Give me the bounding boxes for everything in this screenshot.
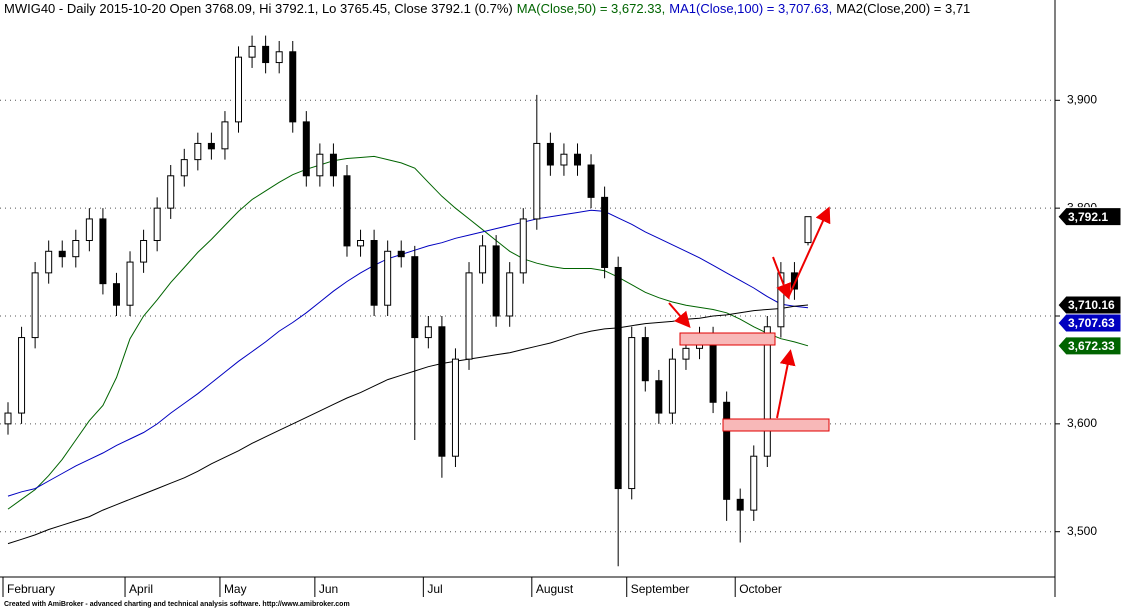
candle-body: [235, 56, 243, 123]
y-tick-label: 3,600: [1067, 416, 1097, 430]
candle-body: [58, 250, 66, 258]
chart-title: MWIG40 - Daily 2015-10-20 Open 3768.09, …: [4, 1, 970, 16]
candle-body: [167, 175, 175, 209]
x-tick-label: October: [739, 582, 782, 596]
price-tag-label: 3,707.63: [1068, 316, 1115, 330]
x-tick-label: Jun: [319, 582, 338, 596]
candle-body: [397, 250, 405, 258]
candle-body: [316, 153, 324, 177]
candle-body: [506, 272, 514, 317]
candle-body: [112, 283, 120, 306]
candle-body: [573, 153, 581, 166]
candle-body: [614, 266, 622, 490]
support-box: [722, 418, 830, 432]
candle-body: [18, 337, 26, 414]
title-part: MA1(Close,100) = 3,707.63,: [669, 1, 832, 16]
candle-body: [750, 455, 758, 511]
candle-body: [790, 272, 798, 290]
moving-average-line: [7, 209, 809, 497]
price-tag-label: 3,710.16: [1068, 298, 1115, 312]
candle-body: [424, 326, 432, 339]
title-part: MA2(Close,200) = 3,71: [836, 1, 970, 16]
candle-body: [140, 240, 148, 263]
candle-body: [682, 347, 690, 360]
candle-body: [492, 245, 500, 317]
candle-body: [180, 159, 188, 177]
title-part: MA(Close,50) = 3,672.33,: [517, 1, 666, 16]
candle-body: [262, 45, 270, 64]
x-tick-label: April: [129, 582, 153, 596]
candle-body: [329, 153, 337, 177]
arrow: [787, 206, 831, 299]
candle-body: [533, 142, 541, 220]
title-part: MWIG40 - Daily 2015-10-20 Open 3768.09, …: [4, 1, 513, 16]
candle-body: [4, 412, 12, 425]
candle-body: [628, 337, 636, 490]
moving-average-line: [7, 155, 809, 510]
price-tag: [1057, 313, 1122, 333]
candle-body: [31, 272, 39, 339]
candle-body: [465, 272, 473, 360]
candle-body: [587, 164, 595, 198]
price-tag-label: 3,792.1: [1068, 210, 1108, 224]
candle-body: [72, 240, 80, 258]
candle-body: [384, 250, 392, 306]
candle-body: [289, 51, 297, 123]
candle-body: [221, 121, 229, 150]
candle-body: [153, 207, 161, 242]
candle-body: [668, 358, 676, 414]
arrow: [776, 349, 796, 419]
candle-body: [777, 272, 785, 328]
y-tick-label: 3,500: [1067, 524, 1097, 538]
candle-body: [451, 358, 459, 457]
annotations: [668, 206, 831, 432]
candle-body: [207, 142, 215, 150]
candle-body: [438, 326, 446, 457]
x-tick-label: February: [7, 582, 55, 596]
footer: Created with AmiBroker - advanced charti…: [4, 601, 350, 608]
candle-body: [45, 250, 53, 274]
grid: [0, 99, 1055, 533]
candle-body: [601, 196, 609, 268]
x-tick-label: August: [536, 582, 574, 596]
candle-body: [723, 401, 731, 500]
candle-body: [655, 380, 663, 414]
price-tags: 3,792.1 3,710.16 3,707.63 3,672.33: [1057, 207, 1122, 356]
candles: [4, 35, 812, 567]
candle-body: [357, 240, 365, 247]
candle-body: [248, 45, 256, 58]
candle-body: [519, 218, 527, 274]
x-tick-label: May: [224, 582, 247, 596]
candle-body: [479, 245, 487, 274]
resistance-box: [679, 332, 776, 346]
candle-body: [411, 256, 419, 339]
arrow: [668, 302, 691, 329]
candle-body: [763, 326, 771, 457]
price-tag: [1057, 295, 1122, 315]
x-tick-label: Jul: [427, 582, 442, 596]
candle-body: [560, 153, 568, 166]
candle-body: [736, 498, 744, 511]
candle-body: [85, 218, 93, 242]
candle-body: [370, 240, 378, 306]
candle-body: [343, 175, 351, 247]
candle-body: [275, 51, 283, 64]
price-tag: [1057, 207, 1122, 227]
candle-body: [709, 337, 717, 403]
candle-body: [126, 261, 134, 306]
candle-body: [804, 216, 812, 244]
candle-body: [302, 121, 310, 177]
candle-body: [99, 218, 107, 285]
y-tick-label: 3,900: [1067, 92, 1097, 106]
candle-body: [641, 337, 649, 382]
price-tag: [1057, 336, 1122, 356]
x-tick-label: September: [631, 582, 690, 596]
arrow: [772, 256, 792, 300]
candle-body: [546, 142, 554, 166]
candle-body: [194, 142, 202, 161]
price-tag-label: 3,672.33: [1068, 339, 1115, 353]
